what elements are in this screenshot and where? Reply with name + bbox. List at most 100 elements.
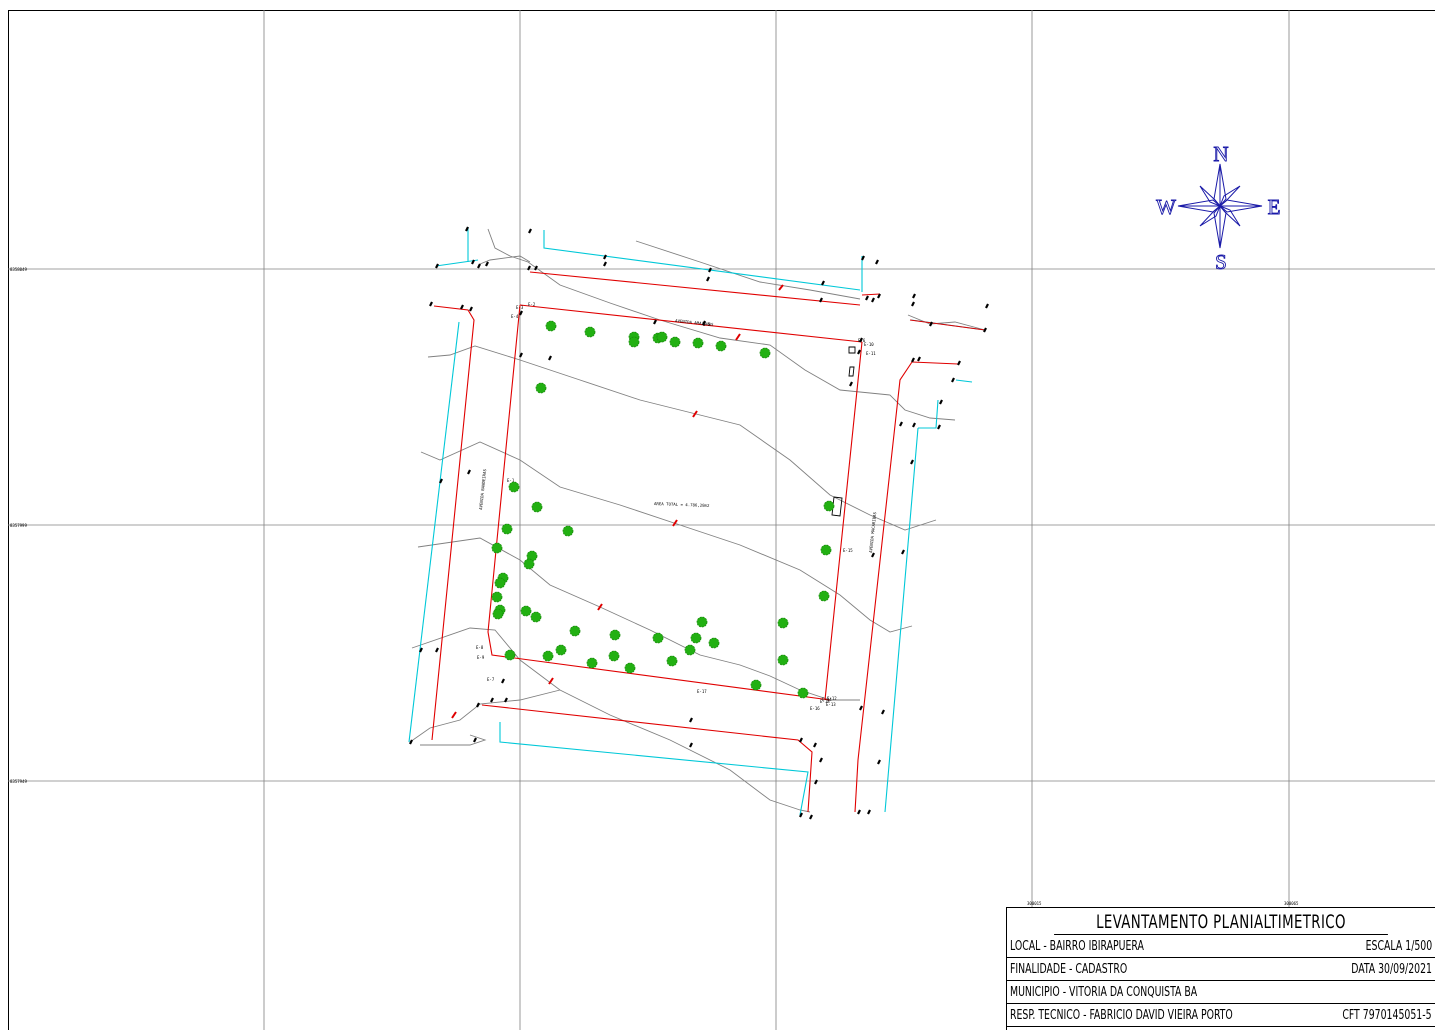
vertex-label: E-2 (528, 302, 536, 307)
survey-point-mark (534, 265, 538, 271)
compass-west-label: W (1156, 195, 1176, 219)
tree-icon (609, 629, 621, 641)
survey-point-mark (857, 809, 861, 815)
vertex-label: E-7 (487, 677, 495, 682)
municipality-row: MUNICIPIO - VITORIA DA CONQUISTA BA (1007, 981, 1435, 1004)
vertex-label: E-8 (476, 645, 484, 650)
vertex-label: E-4 (511, 314, 519, 319)
survey-point-mark (485, 261, 489, 267)
responsible-field: RESP. TECNICO - FABRICIO DAVID VIEIRA PO… (1010, 1008, 1233, 1023)
tree-icon (652, 632, 664, 644)
survey-point-mark (519, 352, 523, 358)
local-field: LOCAL - BAIRRO IBIRAPUERA (1010, 939, 1144, 954)
survey-point-mark (419, 647, 423, 653)
vertex-label: E-10 (864, 342, 874, 347)
survey-point-mark (689, 742, 693, 748)
survey-point-mark (814, 779, 818, 785)
survey-point-mark (490, 697, 494, 703)
contour-lines (409, 228, 986, 813)
vertex-label: E-18 (820, 699, 830, 704)
vertex-label: E-16 (810, 706, 820, 711)
survey-point-mark (859, 337, 863, 343)
survey-point-mark (435, 647, 439, 653)
street-name-left: AVENIDA BANDEIRAS (478, 468, 487, 510)
tree-icon (669, 336, 681, 348)
survey-point-mark (501, 678, 505, 684)
tree-icon (531, 501, 543, 513)
drawing-frame (8, 10, 1435, 1030)
boundary-lines (431, 271, 986, 813)
tree-icon (501, 523, 513, 535)
vertex-label: E-13 (826, 702, 836, 707)
survey-point-mark (899, 421, 903, 427)
north-arrow-icon (1177, 163, 1263, 249)
tree-icon (608, 650, 620, 662)
survey-point-mark (409, 739, 413, 745)
vertex-label: E-12 (827, 696, 837, 701)
tree-icon (690, 632, 702, 644)
survey-point-mark (871, 297, 875, 303)
tree-icon (562, 525, 574, 537)
tree-icon (569, 625, 581, 637)
vertex-label: E-11 (866, 351, 876, 356)
compass-south-label: S (1215, 250, 1227, 274)
survey-marks (451, 284, 784, 719)
survey-point-mark (527, 265, 531, 271)
tree-icon (492, 608, 504, 620)
street-name-top: AVENIDA AMAZONAS (675, 318, 714, 327)
tree-icon (491, 542, 503, 554)
curb-lines (408, 227, 986, 816)
tree-icon (777, 654, 789, 666)
survey-point-mark (912, 293, 916, 299)
vertex-label: E-15 (843, 548, 853, 553)
tree-icon (523, 558, 535, 570)
survey-point-mark (983, 327, 987, 333)
tree-icon (666, 655, 678, 667)
area-label: AREA TOTAL = 4.786,28m2 (654, 501, 710, 508)
survey-point-mark (877, 293, 881, 299)
tree-icon (624, 662, 636, 674)
survey-point-mark (504, 697, 508, 703)
survey-point-mark (865, 295, 869, 301)
scale-field: ESCALA 1/500 (1365, 939, 1432, 954)
survey-point-mark (435, 263, 439, 269)
survey-point-mark (799, 812, 803, 818)
purpose-field: FINALIDADE - CADASTRO (1010, 962, 1128, 977)
tree-icon (545, 320, 557, 332)
tree-icon (530, 611, 542, 623)
survey-point-mark (867, 809, 871, 815)
survey-point-mark (957, 360, 961, 366)
municipality-field: MUNICIPIO - VITORIA DA CONQUISTA BA (1010, 985, 1198, 1000)
vertex-label: E-9 (477, 655, 485, 660)
tree-icon (520, 605, 532, 617)
survey-point-mark (477, 263, 481, 269)
purpose-row: FINALIDADE - CADASTRO DATA 30/09/2021 (1007, 958, 1435, 981)
tree-icon (820, 544, 832, 556)
survey-point-mark (519, 310, 523, 316)
title-block: LEVANTAMENTO PLANIALTIMETRICO LOCAL - BA… (1006, 907, 1435, 1030)
tree-icon (504, 649, 516, 661)
tree-icon (555, 644, 567, 656)
cft-field: CFT 7970145051-5 (1342, 1008, 1432, 1023)
tree-icon (696, 616, 708, 628)
tree-icon (584, 326, 596, 338)
survey-point-mark (473, 737, 477, 743)
survey-point-mark (799, 737, 803, 743)
survey-point-mark (528, 228, 532, 234)
tree-icon (750, 679, 762, 691)
tree-icon (684, 644, 696, 656)
survey-point-mark (603, 254, 607, 260)
survey-point-mark (465, 226, 469, 232)
survey-point-mark (460, 304, 464, 310)
survey-point-mark (910, 459, 914, 465)
easting-label-2: 300065 (1284, 901, 1299, 906)
survey-point-mark (937, 424, 941, 430)
survey-point-mark (875, 259, 879, 265)
date-field: DATA 30/09/2021 (1351, 962, 1432, 977)
street-name-right: AVENIDA MACARIBAS (868, 511, 877, 553)
survey-point-mark (951, 377, 955, 383)
responsible-row: RESP. TECNICO - FABRICIO DAVID VIEIRA PO… (1007, 1004, 1435, 1027)
survey-point-mark (471, 259, 475, 265)
tree-icon (628, 336, 640, 348)
